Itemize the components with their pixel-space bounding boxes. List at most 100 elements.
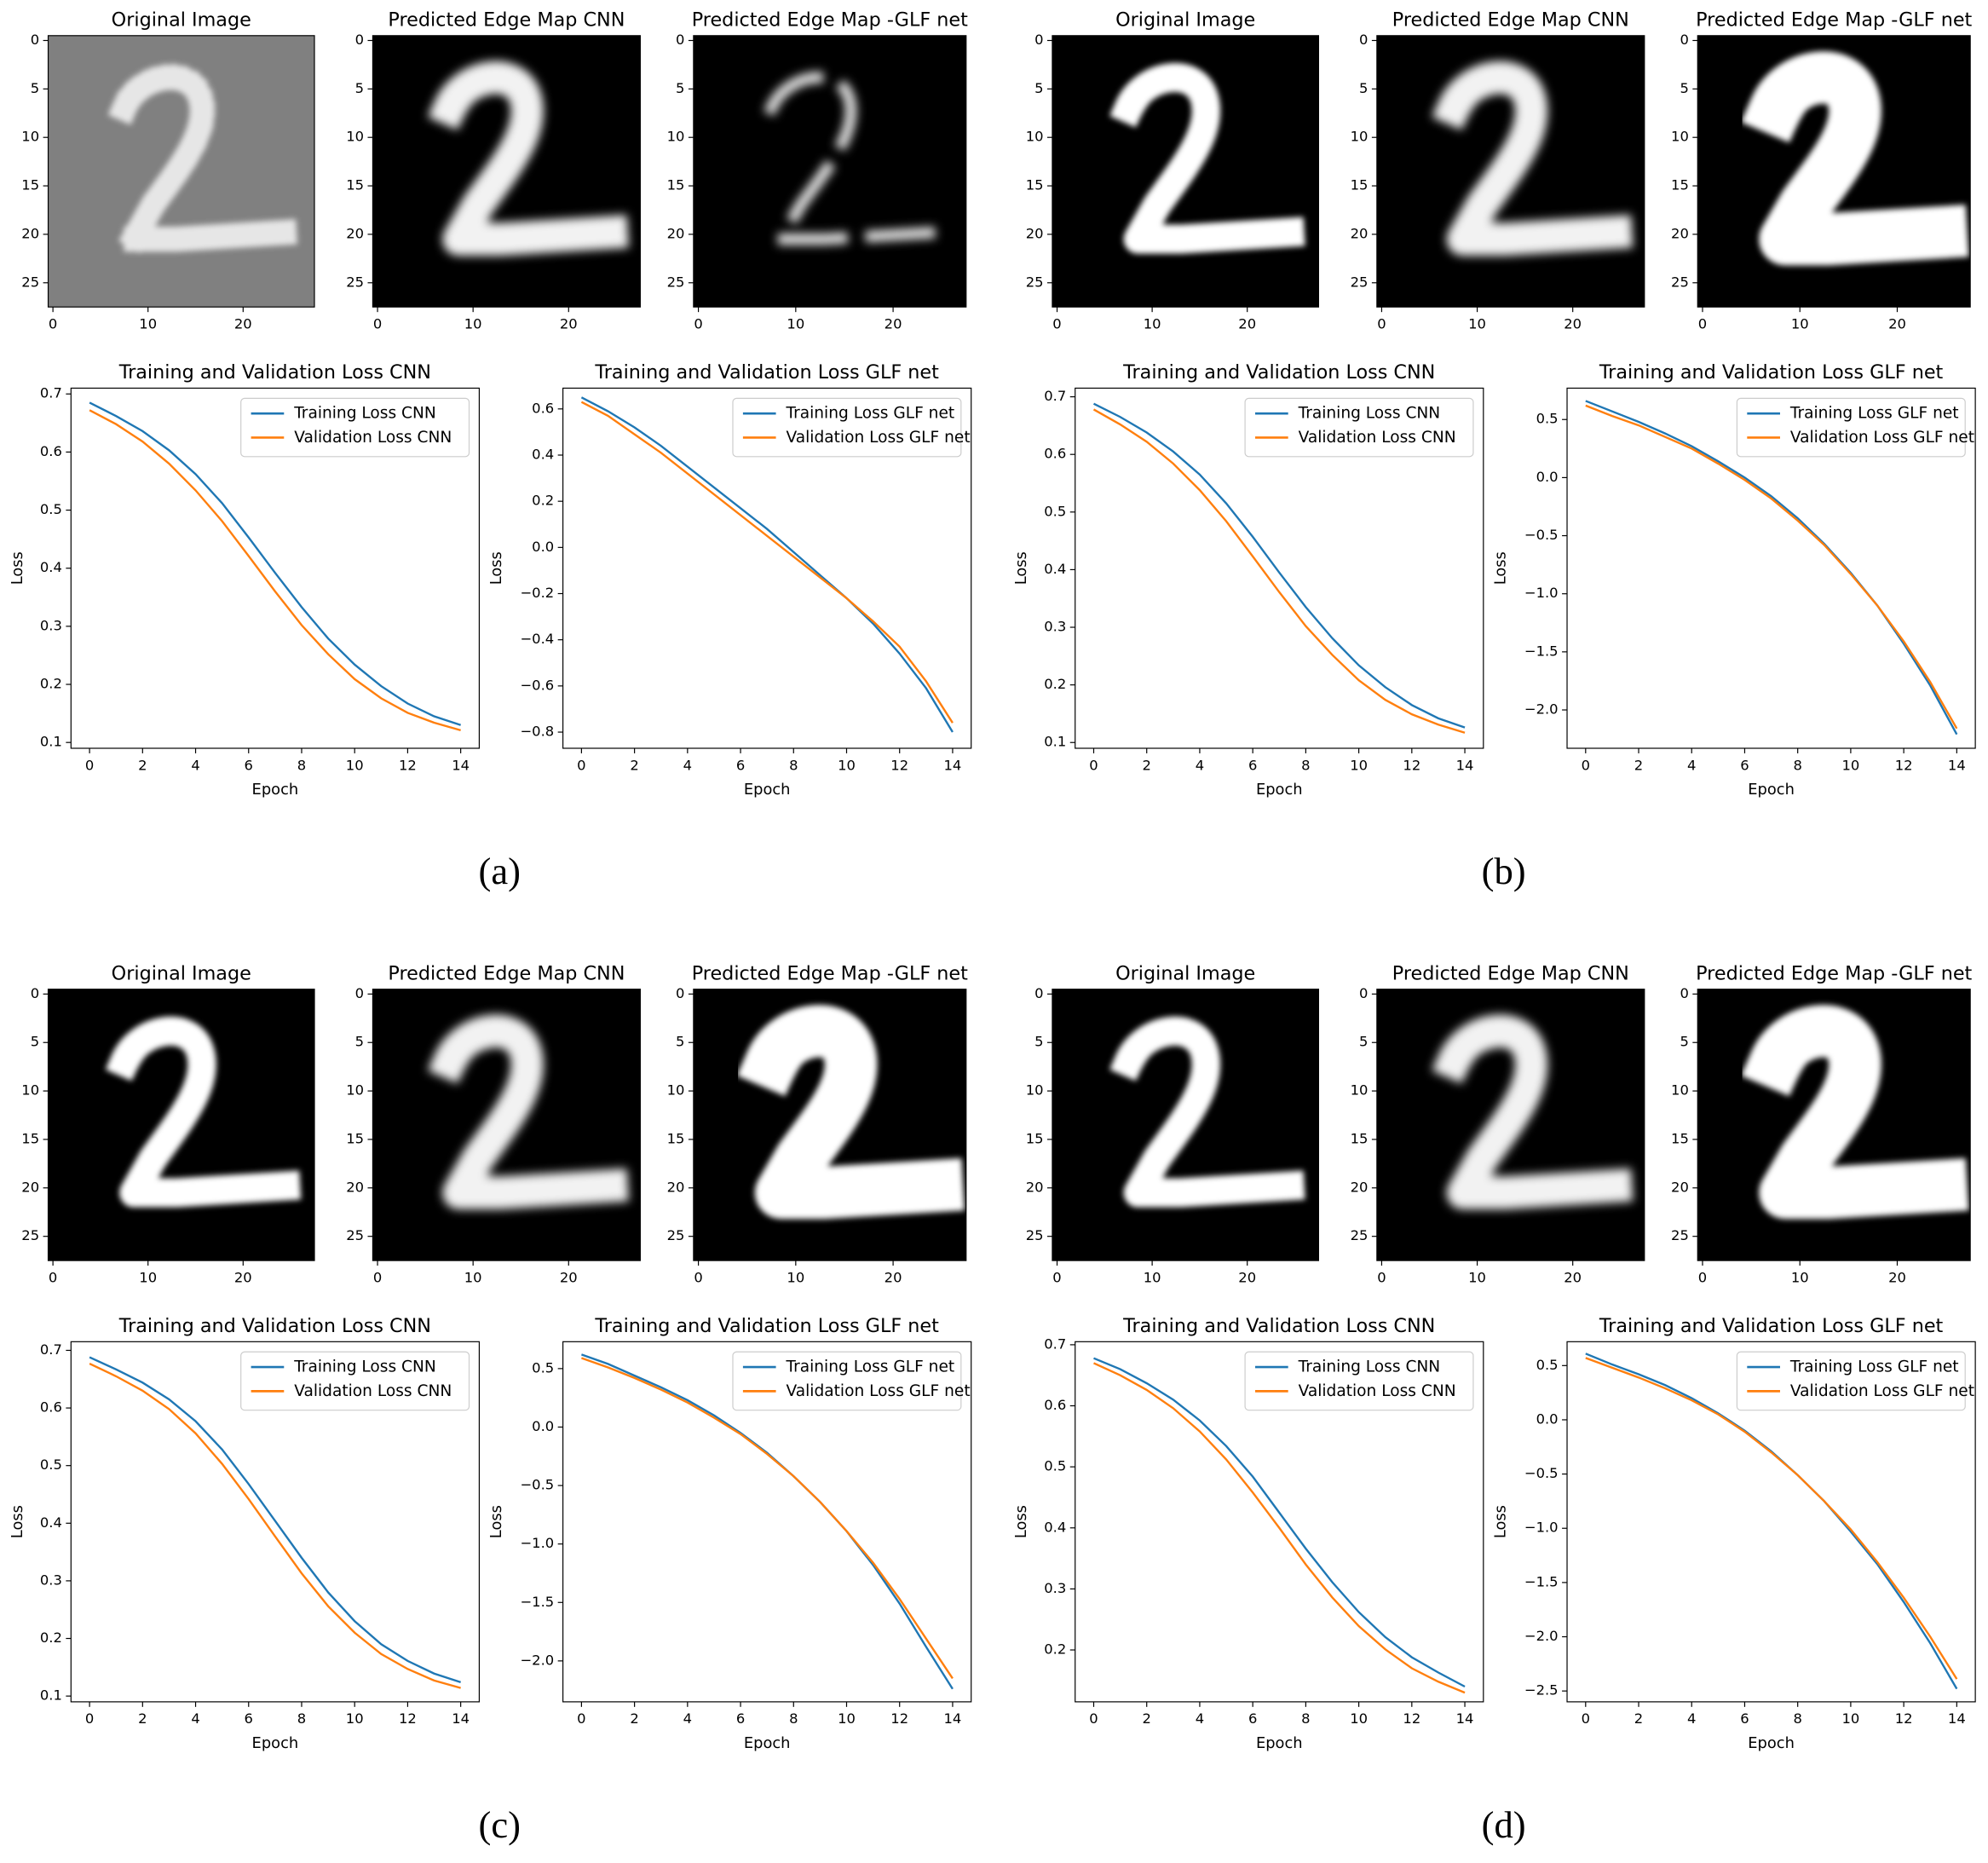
y-tick-label: −2.0 <box>1524 701 1559 718</box>
x-tick-label: 10 <box>1468 1269 1486 1285</box>
x-tick-label: 0 <box>1698 316 1707 332</box>
panel-label: (a) <box>478 850 521 892</box>
image-title: Predicted Edge Map -GLF net <box>1696 962 1972 984</box>
x-tick-label: 10 <box>1468 316 1486 332</box>
y-tick-label: 5 <box>1680 80 1688 96</box>
x-tick-label: 0 <box>1582 757 1590 773</box>
digit-image <box>428 1014 629 1209</box>
y-axis-label: Loss <box>1492 1505 1510 1538</box>
y-tick-label: 5 <box>676 80 684 96</box>
x-tick-label: 10 <box>139 316 157 332</box>
x-tick-label: 6 <box>1740 757 1749 773</box>
chart-title: Training and Validation Loss CNN <box>1122 1315 1435 1337</box>
digit-stroke <box>428 1014 629 1209</box>
legend-box <box>1736 397 1966 458</box>
image-title: Original Image <box>112 9 251 31</box>
image-frame <box>1376 35 1645 308</box>
x-axis-label: Epoch <box>1748 781 1795 799</box>
x-tick-label: 20 <box>885 1269 902 1285</box>
y-tick-label: 0 <box>676 985 684 1001</box>
x-tick-label: 10 <box>139 1269 157 1285</box>
panel-label: (d) <box>1482 1803 1526 1846</box>
x-axis-label: Epoch <box>252 781 299 799</box>
digit-image <box>428 61 629 256</box>
y-tick-label: 20 <box>1351 225 1369 241</box>
panel-label: (c) <box>478 1803 521 1846</box>
y-tick-label: 15 <box>346 1130 364 1146</box>
digit-image <box>1432 61 1634 256</box>
x-tick-label: 14 <box>452 757 470 773</box>
y-tick-label: 0.0 <box>1536 469 1559 485</box>
x-tick-label: 2 <box>630 757 638 773</box>
y-tick-label: 5 <box>355 1034 364 1050</box>
x-tick-label: 14 <box>1456 757 1474 773</box>
digit-image <box>1741 51 1969 266</box>
x-tick-label: 2 <box>138 757 147 773</box>
y-tick-label: 20 <box>346 225 364 241</box>
x-tick-label: 0 <box>1052 1269 1061 1285</box>
x-tick-label: 10 <box>1841 757 1859 773</box>
y-tick-label: 5 <box>355 80 364 96</box>
x-tick-label: 0 <box>1582 1710 1590 1727</box>
image-title: Original Image <box>1115 962 1255 984</box>
y-tick-label: 0.7 <box>40 385 62 401</box>
x-tick-label: 20 <box>885 316 902 332</box>
loss-line <box>1585 404 1958 730</box>
y-tick-label: 0.7 <box>1044 388 1066 404</box>
digit-image <box>105 1016 302 1208</box>
axes-frame <box>1566 1341 1976 1703</box>
y-tick-label: 15 <box>346 177 364 193</box>
y-tick-label: 0.5 <box>1536 411 1559 427</box>
x-tick-label: 12 <box>1403 757 1420 773</box>
x-tick-label: 10 <box>1791 316 1809 332</box>
loss-line <box>89 401 462 726</box>
y-tick-label: 0 <box>31 985 39 1001</box>
image-frame <box>693 989 967 1261</box>
x-tick-label: 14 <box>1948 757 1966 773</box>
y-tick-label: 5 <box>1034 1034 1043 1050</box>
x-tick-label: 14 <box>452 1710 470 1727</box>
y-tick-label: 0 <box>1680 985 1688 1001</box>
axes-frame <box>70 1341 481 1703</box>
y-tick-label: 10 <box>1671 1082 1689 1099</box>
x-tick-label: 10 <box>346 1710 364 1727</box>
loss-line <box>89 409 461 732</box>
y-tick-label: 10 <box>1351 129 1369 145</box>
y-tick-label: 10 <box>1351 1082 1369 1099</box>
y-tick-label: 10 <box>21 129 39 145</box>
x-tick-label: 4 <box>1687 1710 1696 1727</box>
legend-box <box>1244 1351 1474 1411</box>
x-axis-label: Epoch <box>1256 781 1303 799</box>
x-tick-label: 0 <box>577 757 585 773</box>
legend-text: Training Loss CNN <box>293 1358 436 1376</box>
y-tick-label: 0.0 <box>1536 1410 1559 1427</box>
x-tick-label: 6 <box>736 1710 745 1727</box>
y-tick-label: 20 <box>1671 1179 1689 1195</box>
legend-text: Training Loss CNN <box>1298 1358 1441 1376</box>
x-tick-label: 8 <box>1301 757 1310 773</box>
y-tick-label: 0 <box>31 32 39 48</box>
y-tick-label: −0.4 <box>520 631 554 647</box>
y-axis-label: Loss <box>9 1505 26 1538</box>
legend-text: Training Loss GLF net <box>785 405 954 423</box>
x-tick-label: 10 <box>1350 757 1368 773</box>
y-tick-label: 0 <box>1034 985 1043 1001</box>
x-tick-label: 0 <box>85 757 94 773</box>
legend-box <box>732 1351 962 1411</box>
x-tick-label: 12 <box>1403 1710 1420 1727</box>
x-tick-label: 2 <box>1143 757 1151 773</box>
loss-line <box>580 396 954 733</box>
chart-title: Training and Validation Loss CNN <box>118 361 431 384</box>
axes-frame <box>562 387 972 749</box>
axes-frame <box>1566 387 1976 749</box>
x-tick-label: 0 <box>1052 316 1061 332</box>
x-tick-label: 10 <box>346 757 364 773</box>
x-tick-label: 0 <box>373 316 382 332</box>
y-tick-label: −1.5 <box>1524 643 1559 659</box>
y-tick-label: −0.8 <box>520 724 554 740</box>
axes-frame <box>562 1341 972 1703</box>
x-axis-label: Epoch <box>1256 1734 1303 1752</box>
y-tick-label: −0.6 <box>520 677 554 693</box>
y-tick-label: 0.1 <box>40 1687 62 1704</box>
x-tick-label: 0 <box>49 316 57 332</box>
